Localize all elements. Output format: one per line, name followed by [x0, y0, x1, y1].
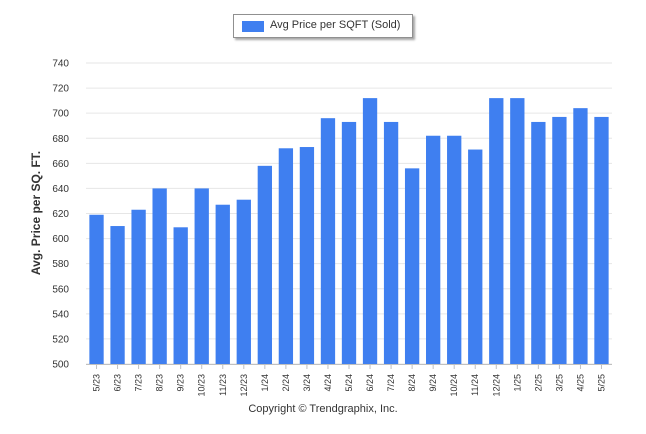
legend: Avg Price per SQFT (Sold) — [233, 14, 413, 38]
bar-5-24 — [341, 121, 357, 364]
bar-12-24 — [489, 98, 504, 364]
y-tick-label: 620 — [52, 209, 69, 220]
y-tick-label: 640 — [52, 184, 69, 195]
x-tick-label: 11/24 — [470, 374, 480, 396]
y-tick-label: 700 — [52, 109, 69, 120]
x-tick-label: 7/24 — [386, 374, 396, 392]
y-tick-labels: 500 520 540 560 580 600 620 640 660 680 700 720 740 — [52, 59, 69, 371]
bar-7-23 — [131, 209, 146, 364]
x-tick-label: 12/24 — [491, 374, 501, 397]
bar-6-24 — [362, 98, 378, 364]
bar-9-23 — [173, 227, 188, 364]
x-tick-label: 4/25 — [575, 374, 585, 392]
x-tick-label: 1/24 — [260, 374, 270, 392]
x-tick-label: 7/23 — [134, 374, 144, 392]
x-tick-label: 11/23 — [218, 374, 228, 396]
x-tick-label: 4/24 — [323, 374, 333, 392]
bar-2-25 — [531, 121, 546, 364]
bar-10-23 — [194, 188, 209, 364]
x-tick-label: 5/24 — [344, 374, 354, 392]
y-tick-label: 580 — [52, 259, 69, 270]
bar-7-24 — [383, 121, 399, 364]
legend-label: Avg Price per SQFT (Sold) — [270, 19, 401, 31]
bar-1-25 — [510, 98, 525, 364]
y-tick-label: 600 — [52, 234, 69, 245]
bar-12-23 — [236, 199, 251, 364]
bar-3-25 — [552, 116, 567, 364]
bar-8-23 — [152, 188, 167, 364]
x-tick-label: 8/23 — [155, 374, 165, 392]
bar-11-24 — [468, 149, 483, 364]
x-tick-label: 6/24 — [365, 374, 375, 392]
x-tick-label: 9/24 — [428, 374, 438, 392]
legend-swatch — [242, 21, 264, 32]
bars — [89, 98, 609, 365]
bar-9-24 — [426, 135, 441, 364]
bar-5-25 — [594, 116, 609, 364]
bar-5-23 — [89, 214, 104, 364]
x-tick-label: 2/24 — [281, 374, 291, 392]
bar-2-24 — [278, 148, 294, 364]
x-tick-label: 10/24 — [449, 374, 459, 397]
x-tick-label: 12/23 — [239, 374, 249, 397]
x-tick-label: 6/23 — [113, 374, 123, 392]
y-tick-label: 660 — [52, 159, 69, 170]
bar-11-23 — [215, 204, 230, 364]
x-tick-label: 5/25 — [596, 374, 606, 392]
bar-6-23 — [110, 226, 125, 364]
y-tick-label: 740 — [52, 59, 69, 70]
y-tick-label: 720 — [52, 84, 69, 95]
x-tick-label: 3/25 — [554, 374, 564, 392]
y-tick-label: 560 — [52, 284, 69, 295]
x-tick-label: 10/23 — [197, 374, 207, 397]
x-tick-label: 1/25 — [512, 374, 522, 392]
y-tick-label: 680 — [52, 134, 69, 145]
copyright-text: Copyright © Trendgraphix, Inc. — [248, 403, 398, 415]
x-tick-labels: 5/23 6/23 7/23 8/23 9/23 10/23 11/23 12/23 1/24 2… — [92, 374, 607, 397]
bar-3-24 — [299, 147, 315, 364]
x-tick-label: 2/25 — [533, 374, 543, 392]
x-tick-label: 9/23 — [176, 374, 186, 392]
bar-1-24 — [257, 165, 272, 364]
bar-8-24 — [404, 168, 420, 364]
axes — [86, 364, 612, 369]
y-axis-label: Avg. Price per SQ. FT. — [29, 151, 43, 275]
y-tick-label: 540 — [52, 309, 69, 320]
bar-4-25 — [573, 108, 588, 365]
y-tick-label: 520 — [52, 334, 69, 345]
bar-10-24 — [447, 135, 462, 364]
y-tick-label: 500 — [52, 360, 69, 371]
x-tick-label: 8/24 — [407, 374, 417, 392]
x-tick-label: 3/24 — [302, 374, 312, 392]
bar-4-24 — [320, 118, 336, 364]
x-tick-label: 5/23 — [92, 374, 102, 392]
